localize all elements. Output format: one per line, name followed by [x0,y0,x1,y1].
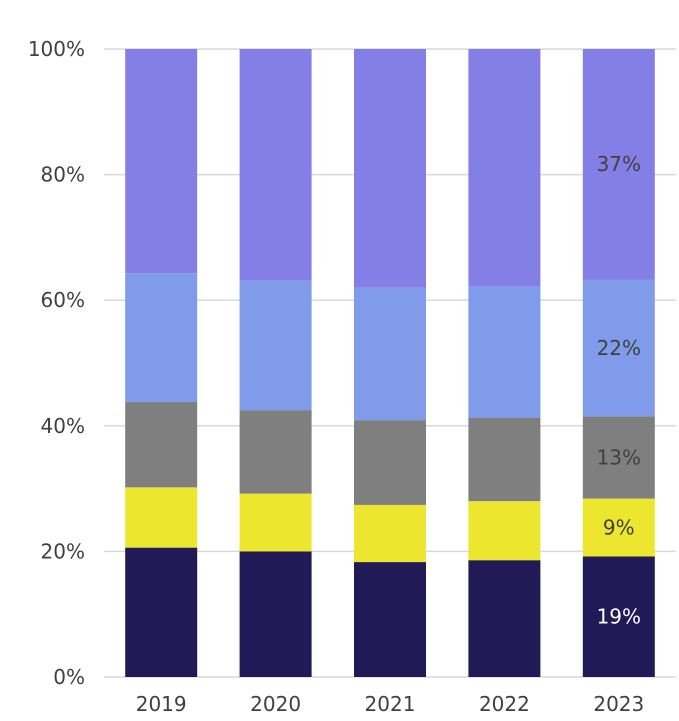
bar-segment [582,556,655,677]
y-axis: 0% 20% 40% 60% 80% 100% [28,37,85,689]
data-label: 37% [597,152,641,176]
data-label: 13% [597,446,641,470]
y-tick-label: 100% [28,37,85,61]
bar-segment [239,280,312,411]
bar-segment [468,49,541,287]
bar-segment [354,504,426,563]
bar-segment [239,49,312,281]
bar-segment [125,547,198,677]
bar-segment [468,417,541,502]
y-tick-label: 60% [41,288,85,312]
x-tick-label: 2023 [593,692,644,716]
bar-segment [239,410,312,494]
y-tick-label: 20% [41,539,85,563]
y-tick-label: 0% [53,665,85,689]
bar-segment [582,279,655,417]
x-tick-label: 2021 [365,692,416,716]
x-axis: 2019 2020 2021 2022 2023 [136,692,645,716]
bar-segment [239,493,312,552]
bars [125,49,655,677]
data-labels: 19% 9% 13% 22% 37% [597,152,641,628]
bar-segment [125,401,198,488]
y-tick-label: 40% [41,414,85,438]
data-label: 9% [603,516,635,540]
bar-segment [354,420,426,505]
bar-segment [354,562,426,677]
bar-segment [125,273,198,402]
x-tick-label: 2019 [136,692,187,716]
x-tick-label: 2020 [250,692,301,716]
data-label: 22% [597,336,641,360]
y-tick-label: 80% [41,163,85,187]
bar-segment [582,49,655,280]
bar-segment [582,416,655,499]
bar-segment [354,49,426,288]
bar-segment [468,286,541,418]
bar-segment [239,551,312,677]
bar-segment [468,501,541,561]
bar-segment [582,498,655,557]
bar-segment [125,49,198,274]
bar-segment [354,287,426,421]
x-tick-label: 2022 [479,692,530,716]
bar-segment [468,560,541,677]
data-label: 19% [597,605,641,629]
bar-segment [125,487,198,548]
